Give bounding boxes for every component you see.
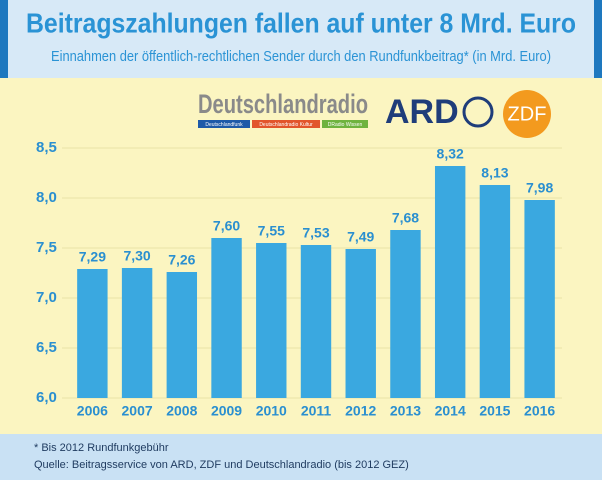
bar [77,269,108,398]
logo-sub: Deutschlandfunk [205,122,243,128]
bar [300,245,332,398]
chart-subtitle: Einnahmen der öffentlich-rechtlichen Sen… [51,48,551,65]
bar [479,185,511,398]
x-tick-label: 2009 [211,403,242,419]
y-tick-label: 8,5 [36,139,57,156]
value-label: 7,30 [123,248,150,264]
value-label: 7,98 [526,180,553,196]
x-tick-label: 2007 [122,403,153,419]
logo-block [198,120,250,128]
value-label: 8,32 [437,146,464,162]
value-label: 8,13 [481,165,508,181]
logo-zdf: ZDF [508,103,547,125]
x-tick-label: 2015 [479,403,510,419]
logo-block [322,120,368,128]
header-strip [0,0,8,78]
bar [166,272,198,398]
x-tick-label: 2008 [166,403,197,419]
x-tick-label: 2016 [524,403,555,419]
logo-ard: ARD [385,93,459,131]
value-label: 7,55 [258,223,285,239]
x-tick-label: 2011 [301,403,332,419]
value-label: 7,49 [347,229,374,245]
y-tick-label: 6,5 [36,339,57,356]
logo-ard-icon [462,96,494,128]
header-bg [0,0,602,78]
logo-text: Deutschlandradio [198,89,368,119]
footnote: * Bis 2012 Rundfunkgebühr [34,442,169,454]
bar [211,238,242,398]
logo-sub: Deutschlandradio Kultur [259,122,313,128]
bar [345,249,376,398]
value-label: 7,68 [392,210,419,226]
bar [256,243,287,398]
logo-sub: DRadio Wissen [328,122,363,128]
y-tick-label: 7,5 [36,239,57,256]
bar [390,230,421,398]
bar [524,200,555,398]
y-tick-label: 7,0 [36,289,57,306]
logo-zdf-icon [503,90,551,138]
x-tick-label: 2014 [435,403,466,419]
chart-title: Beitragszahlungen fallen auf unter 8 Mrd… [26,7,576,38]
source: Quelle: Beitragsservice von ARD, ZDF und… [34,459,409,471]
y-tick-label: 8,0 [36,189,57,206]
value-label: 7,29 [79,249,106,265]
x-tick-label: 2012 [345,403,376,419]
value-label: 7,53 [302,225,329,241]
footer-bg [0,434,602,480]
x-tick-label: 2013 [390,403,421,419]
y-tick-label: 6,0 [36,389,57,406]
value-label: 7,26 [168,252,195,268]
x-tick-label: 2006 [77,403,108,419]
header-strip [594,0,602,78]
x-tick-label: 2010 [256,403,287,419]
logo-block [252,120,320,128]
bar [434,166,466,398]
value-label: 7,60 [213,218,240,234]
bar [121,268,153,398]
